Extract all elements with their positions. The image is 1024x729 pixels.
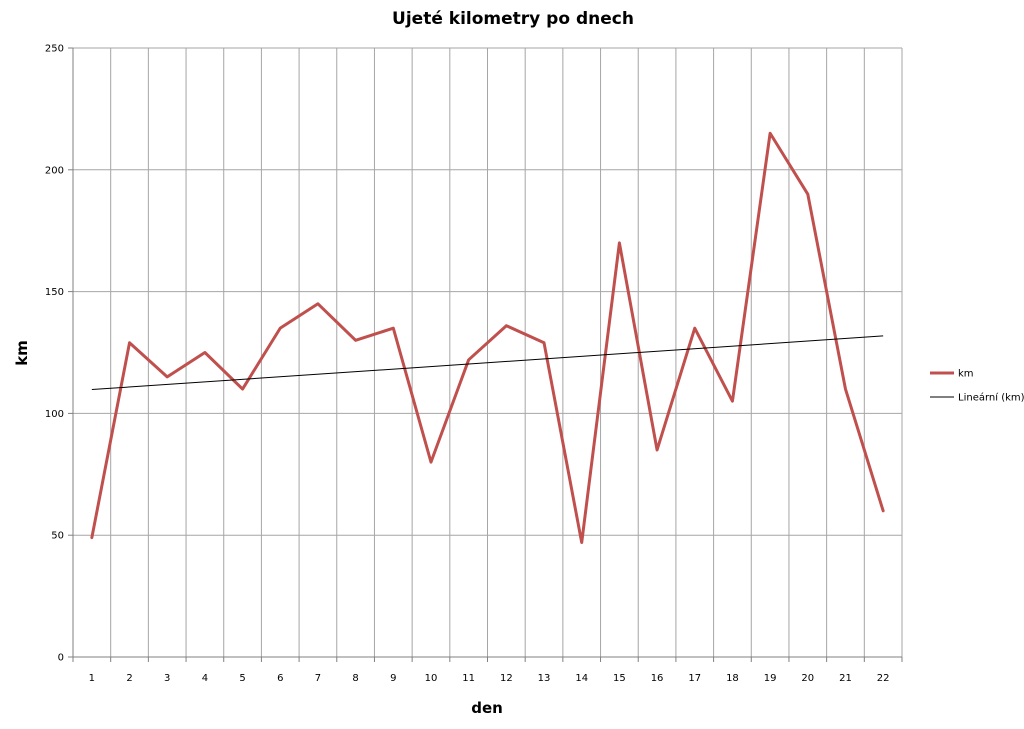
x-tick-label: 14	[575, 673, 588, 684]
x-tick-label: 3	[164, 673, 170, 684]
y-tick-label: 150	[45, 287, 64, 298]
x-axis-title: den	[471, 699, 503, 717]
x-tick-label: 13	[538, 673, 551, 684]
x-tick-label: 16	[651, 673, 664, 684]
x-tick-label: 18	[726, 673, 739, 684]
x-tick-label: 9	[390, 673, 396, 684]
y-tick-label: 200	[45, 165, 64, 176]
x-tick-label: 7	[315, 673, 321, 684]
x-tick-label: 6	[277, 673, 283, 684]
x-tick-label: 22	[877, 673, 890, 684]
x-tick-label: 21	[839, 673, 852, 684]
x-tick-label: 17	[688, 673, 701, 684]
y-tick-labels: 0 50 100 150 200 250	[45, 44, 64, 664]
trendline-linear	[91, 335, 884, 391]
x-tick-labels: 1 2 3 4 5 6 7 8 9 10 11 12 13 14 15 16 17 18 19 20 21 22	[89, 673, 890, 684]
legend-label-km: km	[958, 369, 974, 380]
x-tick-label: 12	[500, 673, 513, 684]
gridlines	[73, 47, 903, 657]
legend: km Lineární (km)	[930, 369, 1024, 404]
x-tick-label: 4	[202, 673, 208, 684]
y-tick-label: 250	[45, 44, 64, 55]
x-tick-label: 19	[764, 673, 777, 684]
y-tick-label: 0	[58, 653, 64, 664]
chart-title: Ujeté kilometry po dnech	[392, 9, 634, 29]
x-tick-label: 15	[613, 673, 626, 684]
x-tick-label: 5	[239, 673, 245, 684]
x-tick-label: 10	[425, 673, 438, 684]
axes	[68, 47, 903, 662]
x-tick-label: 8	[352, 673, 358, 684]
y-axis-title: km	[13, 340, 31, 366]
x-tick-label: 11	[462, 673, 475, 684]
x-tick-label: 20	[801, 673, 814, 684]
legend-label-trendline: Lineární (km)	[958, 392, 1024, 404]
x-tick-label: 2	[126, 673, 132, 684]
y-tick-label: 100	[45, 409, 64, 420]
y-tick-label: 50	[51, 531, 64, 542]
x-tick-label: 1	[89, 673, 95, 684]
series-lines	[90, 131, 885, 545]
series-line-km	[90, 131, 885, 545]
